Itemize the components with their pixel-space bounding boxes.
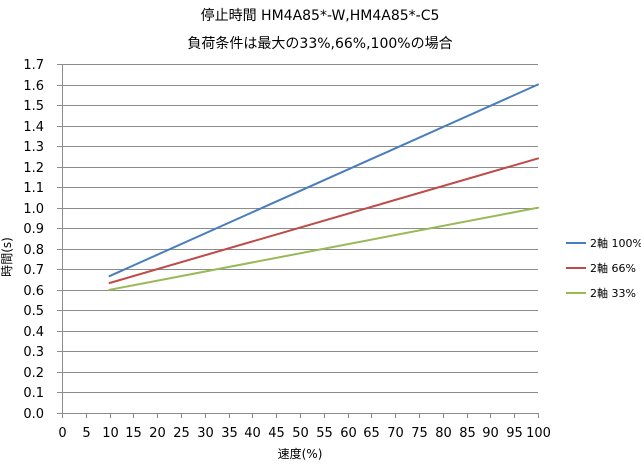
- y-tick-label: 0.5: [23, 304, 44, 319]
- x-tick-label: 50: [292, 426, 309, 441]
- x-tick-label: 10: [102, 426, 119, 441]
- y-tick-label: 0.9: [23, 222, 44, 237]
- legend-label: 2軸 100%: [590, 236, 641, 250]
- y-tick-label: 1.1: [23, 181, 44, 196]
- x-tick-label: 55: [316, 426, 333, 441]
- y-tick-label: 1.0: [23, 202, 44, 217]
- legend-label: 2軸 33%: [590, 286, 636, 300]
- x-tick-label: 40: [244, 426, 261, 441]
- y-tick-label: 1.5: [23, 99, 44, 114]
- x-tick-label: 35: [221, 426, 238, 441]
- series-line-1: [108, 83, 539, 278]
- series-line-2: [108, 157, 539, 284]
- legend-label: 2軸 66%: [590, 261, 636, 275]
- y-tick-label: 0.4: [23, 325, 44, 340]
- x-tick-label: 60: [340, 426, 357, 441]
- x-tick-label: 95: [506, 426, 523, 441]
- axes: [57, 64, 539, 418]
- y-tick-label: 0.3: [23, 345, 44, 360]
- y-tick-label: 0.2: [23, 366, 44, 381]
- x-tick-label: 65: [363, 426, 380, 441]
- y-tick-label: 1.4: [23, 120, 44, 135]
- series-line-3: [108, 206, 539, 291]
- y-tick-label: 0.7: [23, 263, 44, 278]
- x-tick-label: 45: [268, 426, 285, 441]
- y-tick-label: 1.7: [23, 58, 44, 73]
- y-tick-labels: 0.0 0.1 0.2 0.3 0.4 0.5 0.6 0.7 0.8 0.9 1.0 1.1 1.2 1…: [23, 58, 44, 422]
- y-tick-label: 0.0: [23, 407, 44, 422]
- y-axis-label: 時間(s): [0, 237, 14, 277]
- chart-title: 停止時間 HM4A85*-W,HM4A85*-C5: [201, 7, 440, 24]
- x-tick-label: 75: [411, 426, 428, 441]
- y-tick-label: 0.8: [23, 243, 44, 258]
- y-tick-label: 1.3: [23, 140, 44, 155]
- x-tick-label: 100: [526, 426, 551, 441]
- x-tick-label: 90: [482, 426, 499, 441]
- x-tick-labels: 0 5 10 15 20 25 30 35 40 45 50 55 60 65 70 75 80 85 90 95 10…: [58, 426, 551, 441]
- y-tick-label: 1.2: [23, 161, 44, 176]
- x-tick-label: 70: [387, 426, 404, 441]
- series-lines: [108, 83, 539, 291]
- x-tick-label: 85: [459, 426, 476, 441]
- x-tick-label: 15: [125, 426, 142, 441]
- grid-lines: [62, 64, 538, 393]
- x-tick-label: 25: [173, 426, 190, 441]
- x-tick-label: 5: [82, 426, 90, 441]
- x-axis-label: 速度(%): [278, 446, 323, 461]
- chart-subtitle: 負荷条件は最大の33%,66%,100%の場合: [187, 35, 452, 52]
- y-tick-label: 0.6: [23, 284, 44, 299]
- x-tick-label: 30: [197, 426, 214, 441]
- x-tick-label: 20: [149, 426, 166, 441]
- x-tick-label: 80: [435, 426, 452, 441]
- y-tick-label: 1.6: [23, 79, 44, 94]
- legend: 2軸 100% 2軸 66% 2軸 33%: [566, 236, 641, 300]
- y-tick-label: 0.1: [23, 386, 44, 401]
- x-tick-label: 0: [58, 426, 66, 441]
